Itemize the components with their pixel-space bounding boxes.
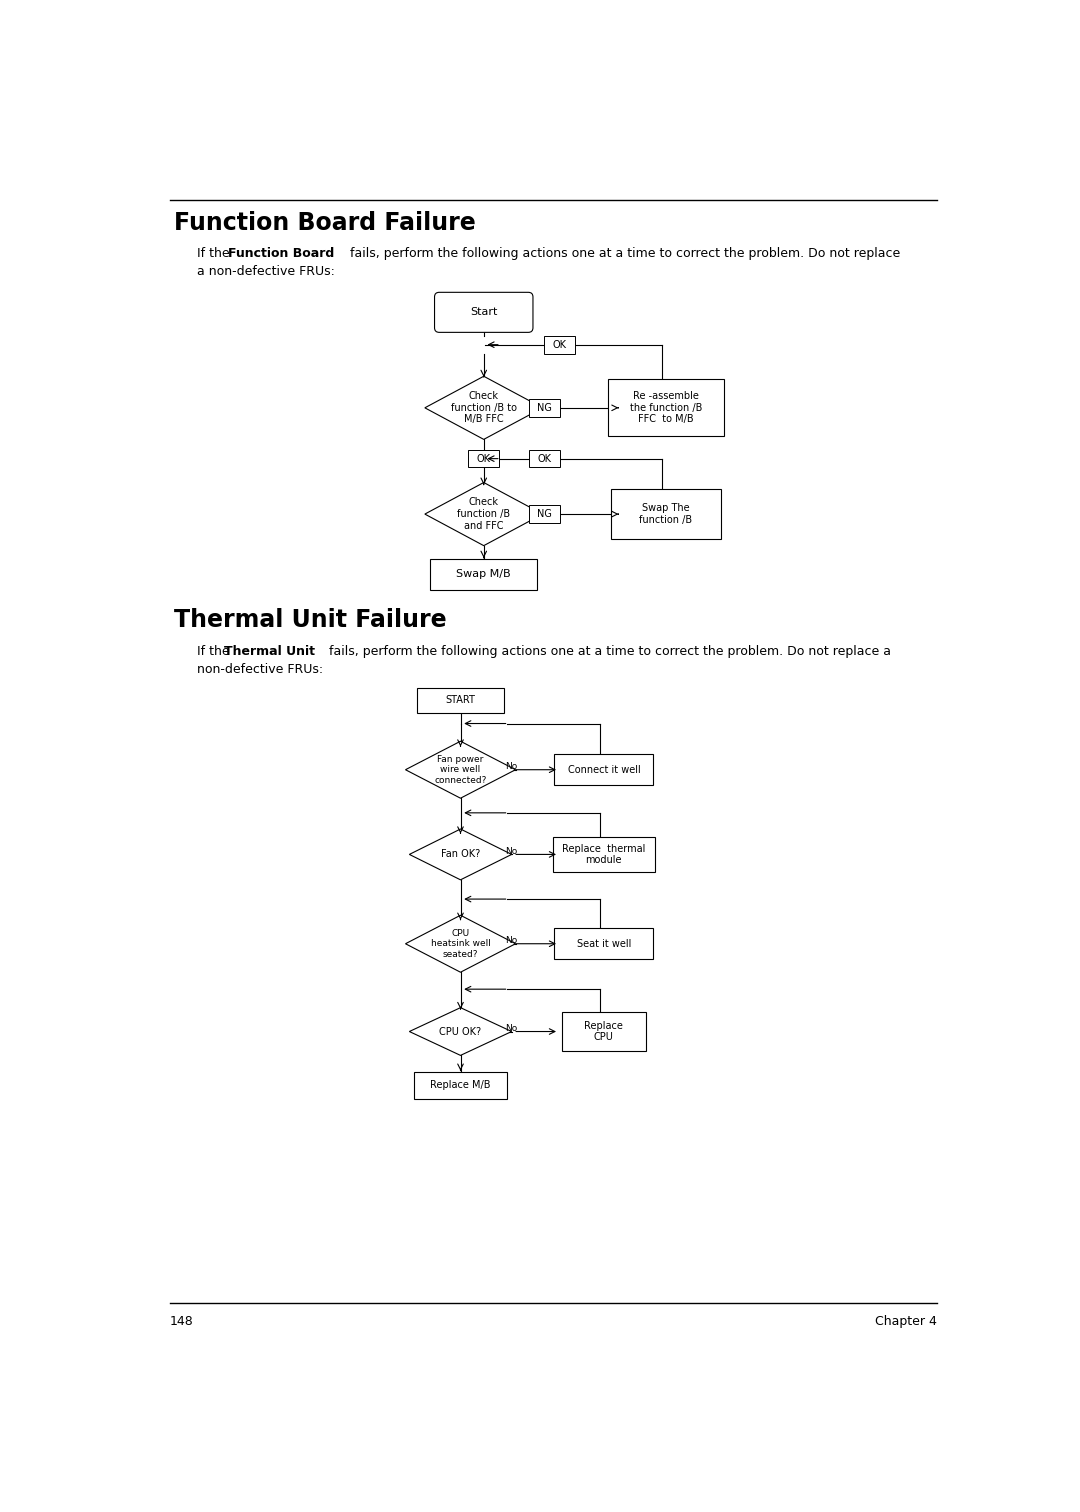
Text: No: No — [505, 847, 517, 856]
Bar — [608, 380, 724, 437]
Polygon shape — [409, 829, 512, 880]
Text: OK: OK — [476, 454, 490, 464]
Text: OK: OK — [553, 340, 567, 349]
Text: Thermal Unit: Thermal Unit — [225, 644, 315, 658]
Bar — [611, 488, 720, 540]
Text: No: No — [505, 762, 517, 771]
Text: Function Board Failure: Function Board Failure — [174, 212, 475, 234]
Text: CPU
heatsink well
seated?: CPU heatsink well seated? — [431, 928, 490, 959]
Polygon shape — [424, 482, 542, 546]
Bar — [529, 449, 559, 467]
Polygon shape — [409, 1007, 512, 1055]
Text: a non-defective FRUs:: a non-defective FRUs: — [197, 265, 335, 278]
Bar — [469, 449, 499, 467]
Text: Swap The
function /B: Swap The function /B — [639, 503, 692, 525]
Bar — [430, 559, 537, 590]
Text: CPU OK?: CPU OK? — [440, 1027, 482, 1037]
Text: If the: If the — [197, 248, 233, 260]
Text: No: No — [505, 936, 517, 945]
Bar — [544, 336, 576, 354]
Text: NG: NG — [537, 510, 552, 519]
Bar — [554, 928, 653, 959]
Text: 148: 148 — [170, 1314, 193, 1328]
Text: Fan power
wire well
connected?: Fan power wire well connected? — [434, 754, 487, 785]
Text: Check
function /B to
M/B FFC: Check function /B to M/B FFC — [450, 392, 516, 425]
Text: Replace M/B: Replace M/B — [430, 1081, 490, 1090]
Bar — [414, 1072, 507, 1099]
Text: Re -assemble
the function /B
FFC  to M/B: Re -assemble the function /B FFC to M/B — [630, 392, 702, 425]
Text: START: START — [446, 696, 475, 706]
Bar — [529, 505, 559, 523]
Text: non-defective FRUs:: non-defective FRUs: — [197, 664, 323, 676]
Bar — [417, 688, 504, 712]
Text: Replace  thermal
module: Replace thermal module — [563, 844, 646, 865]
Text: Replace
CPU: Replace CPU — [584, 1021, 623, 1042]
Polygon shape — [405, 741, 515, 798]
Text: Chapter 4: Chapter 4 — [875, 1314, 937, 1328]
FancyBboxPatch shape — [434, 292, 532, 333]
Text: OK: OK — [537, 454, 551, 464]
Text: fails, perform the following actions one at a time to correct the problem. Do no: fails, perform the following actions one… — [346, 248, 900, 260]
Text: Connect it well: Connect it well — [567, 765, 640, 774]
Bar — [554, 754, 653, 785]
Text: If the: If the — [197, 644, 233, 658]
Polygon shape — [405, 915, 515, 972]
Text: fails, perform the following actions one at a time to correct the problem. Do no: fails, perform the following actions one… — [325, 644, 891, 658]
Text: Start: Start — [470, 307, 498, 318]
Polygon shape — [424, 376, 542, 440]
Text: Check
function /B
and FFC: Check function /B and FFC — [457, 497, 511, 531]
Bar — [529, 399, 559, 417]
Text: NG: NG — [537, 402, 552, 413]
Text: Thermal Unit Failure: Thermal Unit Failure — [174, 608, 446, 632]
Bar — [553, 836, 656, 872]
Text: Swap M/B: Swap M/B — [457, 569, 511, 579]
Text: No: No — [505, 1024, 517, 1033]
Text: Function Board: Function Board — [228, 248, 334, 260]
Bar — [562, 1012, 646, 1051]
Text: Seat it well: Seat it well — [577, 939, 631, 948]
Text: Fan OK?: Fan OK? — [441, 850, 481, 859]
